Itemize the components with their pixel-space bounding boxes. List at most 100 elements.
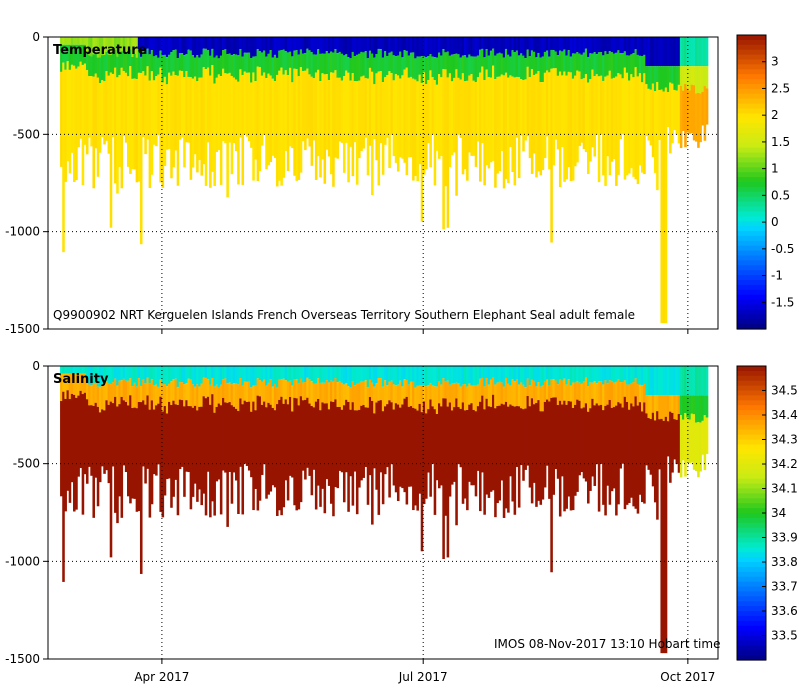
heat-cell-deep	[407, 406, 411, 487]
heat-cell-deep	[686, 88, 689, 133]
heat-cell-surface	[610, 366, 614, 382]
heat-cell-mid	[446, 51, 450, 78]
heat-cell-surface	[412, 37, 415, 53]
heat-cell-mid	[461, 55, 465, 74]
heat-cell-mid	[88, 55, 91, 77]
heat-cell-mid	[474, 385, 478, 412]
heat-cell-mid	[211, 377, 214, 395]
heat-cell-surface	[189, 366, 193, 380]
colorbar-swatch	[737, 284, 766, 291]
heat-cell-mid	[690, 66, 694, 85]
heat-cell-surface	[373, 37, 376, 58]
heat-cell-surface	[148, 366, 152, 384]
heat-cell-mid	[597, 381, 601, 406]
heat-cell-mid	[299, 49, 303, 68]
heat-cell-mid	[323, 53, 327, 75]
heat-cell-surface	[541, 37, 545, 57]
heat-cell-deep	[453, 77, 456, 153]
heat-cell-surface	[597, 366, 601, 382]
heat-cell-mid	[122, 49, 126, 72]
heat-cell-deep	[476, 406, 480, 471]
heat-cell-mid	[144, 383, 147, 405]
heat-cell-surface	[647, 37, 651, 67]
heat-cell-mid	[664, 66, 668, 88]
heat-cell-deep	[191, 78, 195, 168]
heat-cell-mid	[666, 395, 670, 422]
heat-cell-mid	[388, 52, 391, 72]
heat-cell-mid	[286, 381, 290, 405]
heat-cell-mid	[111, 53, 115, 74]
heat-cell-deep	[653, 91, 657, 173]
heat-cell-surface	[569, 366, 573, 386]
heat-cell-deep	[327, 409, 331, 486]
heat-cell-surface	[533, 366, 536, 381]
heat-cell-surface	[345, 366, 348, 384]
heat-cell-surface	[263, 366, 266, 380]
colorbar-tick-label: 34.2	[771, 457, 798, 471]
heat-cell-mid	[489, 50, 493, 78]
heat-cell-deep	[494, 408, 497, 518]
heat-cell-deep	[358, 409, 361, 488]
heat-cell-surface	[73, 37, 76, 45]
heat-cell-deep	[278, 399, 281, 511]
heat-cell-mid	[306, 377, 309, 398]
heat-cell-surface	[485, 37, 489, 50]
colorbar-swatch	[737, 454, 766, 460]
heat-cell-surface	[375, 366, 378, 384]
heat-cell-surface	[269, 366, 273, 380]
heat-cell-surface	[494, 37, 497, 56]
heat-cell-deep	[88, 405, 91, 467]
heat-cell-mid	[384, 380, 387, 407]
heat-cell-deep	[109, 401, 113, 558]
heat-cell-mid	[589, 53, 592, 80]
heat-cell-surface	[675, 37, 679, 67]
heat-cell-deep	[468, 404, 471, 482]
heat-cell-surface	[254, 37, 257, 57]
colorbar-swatch	[737, 503, 766, 509]
heat-cell-mid	[288, 51, 292, 68]
heat-cell-deep	[206, 67, 210, 143]
heat-cell-deep	[120, 396, 124, 518]
heat-cell-mid	[152, 56, 156, 81]
heat-cell-surface	[491, 366, 495, 378]
heat-cell-deep	[526, 66, 530, 137]
heat-cell-surface	[653, 37, 657, 67]
heat-cell-surface	[656, 366, 659, 396]
heat-cell-surface	[217, 37, 221, 59]
heat-cell-deep	[636, 405, 640, 514]
heat-cell-deep	[355, 81, 359, 185]
heat-cell-deep	[66, 390, 70, 491]
heat-cell-mid	[485, 49, 489, 70]
heat-cell-deep	[170, 75, 173, 179]
colorbar-swatch	[737, 289, 766, 296]
heat-cell-deep	[394, 74, 398, 163]
heat-cell-deep	[479, 72, 482, 182]
heat-cell-surface	[496, 37, 499, 54]
heat-cell-surface	[502, 366, 506, 387]
heat-cell-mid	[178, 52, 182, 71]
heat-cell-mid	[204, 377, 208, 399]
heat-cell-surface	[144, 366, 147, 384]
colorbar-swatch	[737, 235, 766, 242]
heat-cell-mid	[610, 381, 614, 408]
heat-cell-surface	[88, 37, 91, 56]
heat-cell-mid	[699, 66, 702, 94]
colorbar-swatch	[737, 167, 766, 173]
heat-cell-surface	[515, 37, 519, 51]
heat-cell-surface	[463, 37, 467, 55]
heat-cell-deep	[83, 63, 87, 145]
heat-cell-surface	[636, 37, 640, 55]
heat-cell-mid	[429, 383, 432, 400]
heat-cell-surface	[584, 366, 588, 378]
heat-cell-surface	[70, 37, 74, 45]
colorbar-swatch	[737, 625, 766, 632]
heat-cell-mid	[660, 395, 663, 419]
heat-cell-surface	[615, 37, 618, 53]
heat-cell-deep	[388, 400, 391, 498]
heat-cell-surface	[288, 37, 292, 52]
heat-cell-deep	[651, 83, 655, 157]
heat-cell-mid	[612, 53, 616, 78]
heat-cell-deep	[463, 81, 467, 170]
heat-cell-surface	[450, 366, 454, 384]
heat-cell-surface	[703, 366, 707, 396]
